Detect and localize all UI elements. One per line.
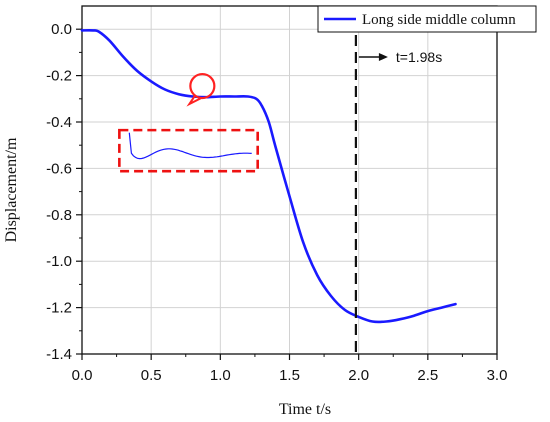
zoom-annotation <box>118 72 259 173</box>
y-tick-label: -1.2 <box>46 300 72 317</box>
series-group <box>80 29 457 324</box>
x-tick-label: 1.0 <box>210 367 231 384</box>
y-tick-label: -0.4 <box>46 114 72 131</box>
y-tick-labels: 0.0 -0.2 -0.4 -0.6 -0.8 -1.0 -1.2 -1.4 <box>46 21 72 363</box>
axis-ticks <box>76 28 498 360</box>
x-tick-label: 0.0 <box>72 367 93 384</box>
x-tick-label: 2.5 <box>417 367 438 384</box>
y-tick-label: -0.2 <box>46 68 72 85</box>
reference-line-label: t=1.98s <box>396 49 442 65</box>
x-tick-label: 2.0 <box>348 367 369 384</box>
zoom-circle <box>189 72 216 100</box>
zoom-inset-curve <box>128 132 252 160</box>
y-tick-label: -1.0 <box>46 253 72 270</box>
x-axis-label: Time t/s <box>279 401 331 418</box>
zoom-pointer <box>186 94 202 107</box>
x-tick-labels: 0.0 0.5 1.0 1.5 2.0 2.5 3.0 <box>72 367 508 384</box>
grid-lines <box>82 6 497 354</box>
y-axis-label: Displacement/m <box>3 137 20 242</box>
zoom-box <box>118 128 259 173</box>
x-tick-label: 1.5 <box>279 367 300 384</box>
y-tick-label: -0.6 <box>46 160 72 177</box>
legend: Long side middle column <box>317 5 537 33</box>
reference-line-group: t=1.98s <box>354 18 442 354</box>
legend-entry-label: Long side middle column <box>362 12 516 28</box>
x-tick-label: 3.0 <box>487 367 508 384</box>
x-tick-label: 0.5 <box>141 367 162 384</box>
y-tick-label: -1.4 <box>46 346 72 363</box>
y-tick-label: -0.8 <box>46 207 72 224</box>
series-line <box>80 29 457 324</box>
reference-arrow-head <box>378 53 388 61</box>
y-tick-label: 0.0 <box>51 21 72 38</box>
